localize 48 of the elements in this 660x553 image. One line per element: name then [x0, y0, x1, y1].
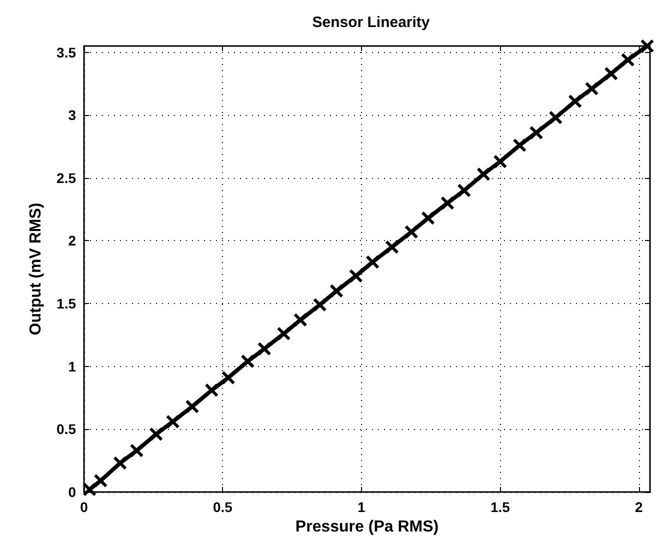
point: [221, 370, 236, 385]
y-tick-label: 2: [68, 232, 76, 249]
point: [548, 110, 563, 125]
y-tick-label: 1.5: [56, 296, 76, 312]
point: [384, 240, 399, 254]
x-tick-label: 1.5: [490, 499, 510, 515]
point: [312, 298, 327, 312]
x-tick-label: 0.5: [212, 499, 233, 515]
y-tick-label: 3.5: [56, 44, 76, 60]
x-tick-label: 0: [80, 499, 88, 515]
point: [113, 456, 128, 470]
y-tick-label: 0.5: [56, 421, 76, 438]
point: [620, 52, 635, 67]
point: [130, 444, 144, 458]
point: [204, 383, 219, 398]
y-tick-label: 1: [68, 358, 76, 374]
point: [240, 354, 255, 368]
point: [166, 414, 180, 429]
y-axis-title: Output (mV RMS): [28, 202, 44, 336]
point: [149, 427, 164, 442]
point: [293, 312, 308, 327]
point: [185, 400, 200, 414]
point: [82, 482, 97, 496]
point: [440, 196, 454, 210]
point: [94, 474, 108, 488]
point: [640, 39, 654, 53]
point: [348, 268, 363, 283]
y-tick-label: 2.5: [56, 170, 76, 186]
point: [584, 82, 599, 96]
x-tick-label: 1: [358, 499, 366, 515]
point: [276, 326, 291, 341]
point: [476, 167, 491, 182]
chart-title: Sensor Linearity: [312, 14, 430, 31]
point: [257, 342, 272, 356]
point: [512, 138, 527, 152]
point: [329, 284, 344, 298]
point: [404, 224, 418, 239]
point: [366, 255, 380, 270]
x-axis-title: Pressure (Pa RMS): [295, 518, 439, 536]
point: [457, 183, 472, 198]
point: [604, 66, 618, 81]
y-tick-label: 0: [68, 484, 76, 500]
point: [421, 211, 436, 226]
x-tick-label: 2: [635, 499, 644, 515]
point: [568, 94, 582, 108]
point: [493, 154, 508, 169]
point: [529, 126, 544, 140]
y-tick-label: 3: [68, 107, 76, 124]
